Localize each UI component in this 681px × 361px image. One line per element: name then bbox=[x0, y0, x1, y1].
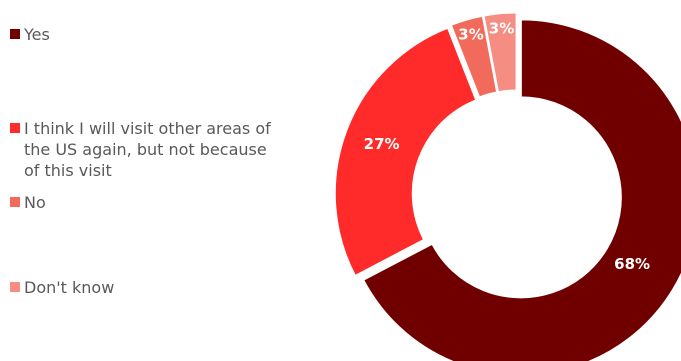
legend-item-dont-know: Don't know bbox=[10, 277, 274, 298]
data-label-dont-know: 3% bbox=[489, 20, 514, 38]
legend-label-yes: Yes bbox=[24, 25, 50, 44]
slice-dont-know bbox=[482, 11, 518, 94]
legend-item-visit-other-areas: I think I will visit other areas of the … bbox=[10, 118, 274, 181]
chart-legend: Yes I think I will visit other areas of … bbox=[10, 24, 280, 324]
slice-visit-other-areas bbox=[333, 26, 478, 278]
legend-label-dont-know: Don't know bbox=[24, 278, 115, 297]
legend-swatch-dont-know bbox=[10, 282, 20, 292]
donut-slices bbox=[333, 11, 681, 361]
donut-data-labels: 68% 27% 3% 3% bbox=[364, 20, 650, 274]
legend-swatch-visit-other-areas bbox=[10, 123, 20, 133]
legend-label-no: No bbox=[24, 193, 46, 212]
legend-item-no: No bbox=[10, 192, 274, 213]
legend-swatch-no bbox=[10, 197, 20, 207]
data-label-no: 3% bbox=[458, 26, 483, 44]
data-label-visit-other-areas: 27% bbox=[364, 135, 400, 153]
legend-label-visit-other-areas: I think I will visit other areas of the … bbox=[24, 119, 271, 180]
data-label-yes: 68% bbox=[614, 255, 650, 273]
legend-swatch-yes bbox=[10, 29, 20, 39]
slice-yes bbox=[361, 18, 681, 361]
legend-item-yes: Yes bbox=[10, 24, 274, 45]
